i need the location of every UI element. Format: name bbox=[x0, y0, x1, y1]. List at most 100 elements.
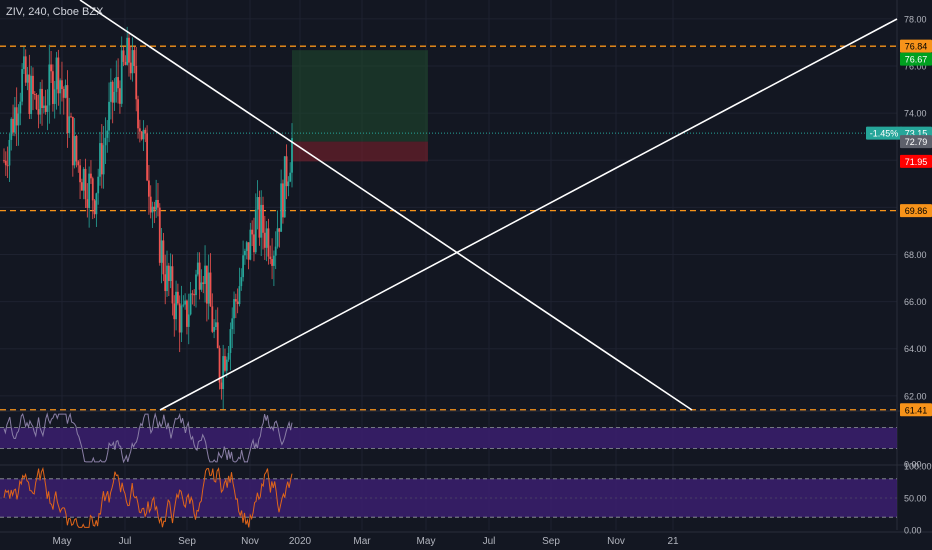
candle-body bbox=[285, 156, 288, 187]
candle-body bbox=[62, 88, 65, 98]
candle-body bbox=[245, 242, 248, 251]
y-tick-label: 74.00 bbox=[904, 109, 927, 119]
candle-body bbox=[169, 266, 172, 282]
candle-body bbox=[135, 65, 138, 100]
candle-body bbox=[84, 168, 87, 200]
candle-body bbox=[160, 240, 163, 263]
candle-body bbox=[108, 101, 110, 131]
candle-body bbox=[148, 180, 150, 197]
y-tick-label: 66.00 bbox=[904, 297, 927, 307]
candle-body bbox=[33, 93, 36, 95]
candle-body bbox=[216, 322, 219, 349]
candle-body bbox=[272, 255, 275, 266]
candle-body bbox=[77, 161, 80, 166]
candle-body bbox=[133, 50, 136, 66]
candle-body bbox=[111, 81, 114, 103]
candle-body bbox=[28, 74, 31, 114]
price-tag-entry: 72.79 bbox=[900, 135, 932, 149]
candle-body bbox=[149, 196, 152, 213]
candle-body bbox=[41, 88, 43, 108]
candle-body bbox=[128, 37, 130, 63]
candles bbox=[3, 26, 293, 410]
candle-body bbox=[137, 99, 139, 129]
candle-body bbox=[176, 291, 179, 304]
candle-body bbox=[46, 105, 49, 112]
x-tick-label: 21 bbox=[667, 536, 679, 547]
horizontal-levels[interactable] bbox=[0, 45, 897, 411]
price-tag-label: 61.41 bbox=[905, 405, 928, 415]
candle-body bbox=[71, 117, 74, 166]
candle-body bbox=[117, 77, 120, 89]
candle-body bbox=[126, 37, 129, 65]
candle-body bbox=[100, 143, 103, 175]
target-zone[interactable] bbox=[292, 50, 428, 142]
price-tag-level: 61.41 bbox=[900, 403, 932, 417]
candle-body bbox=[44, 105, 47, 112]
candle-body bbox=[258, 197, 261, 238]
candle-body bbox=[91, 178, 94, 201]
candle-body bbox=[184, 300, 187, 305]
x-tick-label: Nov bbox=[607, 536, 625, 547]
candle-body bbox=[4, 160, 7, 166]
price-tag-background bbox=[900, 135, 932, 149]
oscillator-2-tick-label: 100.00 bbox=[904, 462, 932, 472]
candle-body bbox=[39, 88, 42, 115]
price-tag-label: 71.95 bbox=[905, 157, 928, 167]
candle-body bbox=[244, 250, 246, 256]
candle-body bbox=[61, 80, 63, 89]
chart-title: ZIV, 240, Cboe BZX bbox=[6, 6, 104, 18]
candle-body bbox=[97, 176, 100, 194]
candle-body bbox=[278, 228, 281, 232]
candle-body bbox=[180, 305, 183, 333]
candle-body bbox=[162, 240, 165, 275]
x-tick-label: May bbox=[417, 536, 436, 547]
trendlines[interactable] bbox=[79, 0, 898, 411]
candle-body bbox=[233, 299, 235, 319]
candle-body bbox=[195, 274, 197, 296]
candle-body bbox=[229, 329, 232, 353]
x-tick-label: Jul bbox=[119, 536, 132, 547]
candle-body bbox=[256, 197, 259, 210]
candle-body bbox=[267, 228, 270, 257]
candle-body bbox=[211, 306, 214, 332]
candle-body bbox=[17, 113, 20, 126]
candle-body bbox=[53, 89, 56, 104]
candle-body bbox=[113, 91, 116, 103]
candle-body bbox=[104, 137, 107, 146]
price-tag-background bbox=[900, 52, 932, 66]
ascending-trendline[interactable] bbox=[159, 18, 898, 411]
candle-body bbox=[73, 135, 76, 166]
candle-body bbox=[24, 56, 27, 83]
x-tick-label: Sep bbox=[178, 536, 196, 547]
candle-body bbox=[30, 75, 33, 114]
candle-body bbox=[189, 293, 192, 315]
candle-body bbox=[21, 69, 24, 102]
candle-body bbox=[86, 199, 89, 208]
candle-body bbox=[263, 232, 266, 248]
candle-body bbox=[220, 382, 223, 390]
candle-body bbox=[200, 282, 203, 290]
candle-body bbox=[166, 265, 168, 292]
long-position-tool[interactable] bbox=[292, 50, 428, 162]
candle-body bbox=[215, 322, 217, 328]
candle-body bbox=[283, 156, 286, 218]
candle-body bbox=[37, 109, 40, 115]
candle-body bbox=[198, 262, 201, 290]
candle-body bbox=[144, 129, 147, 134]
candle-body bbox=[146, 133, 148, 181]
stop-zone[interactable] bbox=[292, 141, 428, 162]
candle-body bbox=[68, 116, 71, 134]
candle-body bbox=[93, 200, 96, 215]
candle-body bbox=[282, 183, 284, 218]
price-tag-label: 69.86 bbox=[905, 206, 928, 216]
candle-body bbox=[236, 301, 239, 305]
candle-body bbox=[50, 64, 52, 72]
descending-trendline[interactable] bbox=[79, 0, 693, 411]
candle-body bbox=[164, 274, 167, 292]
candle-body bbox=[66, 85, 69, 134]
candle-body bbox=[238, 286, 241, 305]
candle-body bbox=[260, 204, 263, 238]
candle-body bbox=[122, 50, 125, 62]
candle-body bbox=[3, 160, 5, 162]
